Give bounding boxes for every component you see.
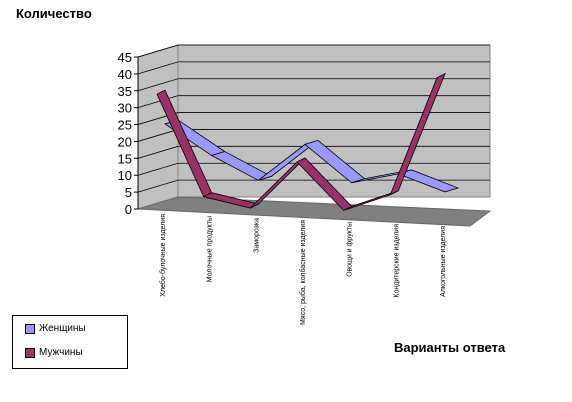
series-segment [397, 169, 460, 193]
chart-floor [137, 196, 492, 227]
x-tick-label: Кондитерские изделия [393, 224, 400, 298]
x-axis: Хлебо-булочные изделия Молочные продукты З… [159, 214, 447, 325]
legend-label-women: Женщины [39, 323, 86, 334]
gridline [137, 95, 490, 109]
gridline [137, 162, 490, 176]
gridline [137, 78, 490, 92]
legend-item-women: Женщины [25, 323, 86, 334]
legend-label-men: Мужчины [39, 347, 83, 358]
y-tick-label: 30 [118, 101, 132, 116]
x-tick-label: Алкогольные изделия [440, 226, 447, 297]
x-axis-title: Варианты ответа [394, 340, 506, 355]
gridline [137, 44, 490, 58]
legend-swatch-men [25, 347, 35, 358]
series-women [164, 119, 460, 193]
legend-swatch-women [25, 323, 35, 334]
gridline [137, 179, 490, 193]
y-tick-label: 40 [118, 67, 132, 82]
series-men [156, 72, 446, 211]
back-wall [177, 44, 491, 198]
x-tick-label: Овощи и фрукты [347, 222, 354, 277]
y-tick-label: 15 [118, 151, 132, 166]
y-tick-label: 10 [118, 168, 132, 183]
x-tick-label: Заморозка [253, 218, 260, 253]
gridline [137, 61, 490, 75]
y-tick-label: 35 [118, 84, 132, 99]
y-tick-label: 45 [118, 50, 132, 65]
gridline [137, 145, 490, 159]
legend-item-men: Мужчины [25, 347, 83, 358]
legend: Женщины Мужчины [12, 315, 128, 369]
gridline [137, 112, 490, 125]
x-tick-label: Хлебо-булочные изделия [159, 214, 167, 297]
y-tick-label: 25 [118, 118, 132, 133]
series-segment [389, 72, 446, 196]
y-tick-label: 5 [125, 185, 132, 200]
y-axis-title: Количество [16, 6, 92, 21]
x-tick-label: Молочные продукты [207, 216, 214, 282]
series-lines [156, 72, 460, 211]
x-tick-label: Мясо, рыба, колбасные изделия [299, 220, 307, 325]
y-tick-label: 20 [118, 134, 132, 149]
y-tick-label: 0 [125, 202, 132, 217]
